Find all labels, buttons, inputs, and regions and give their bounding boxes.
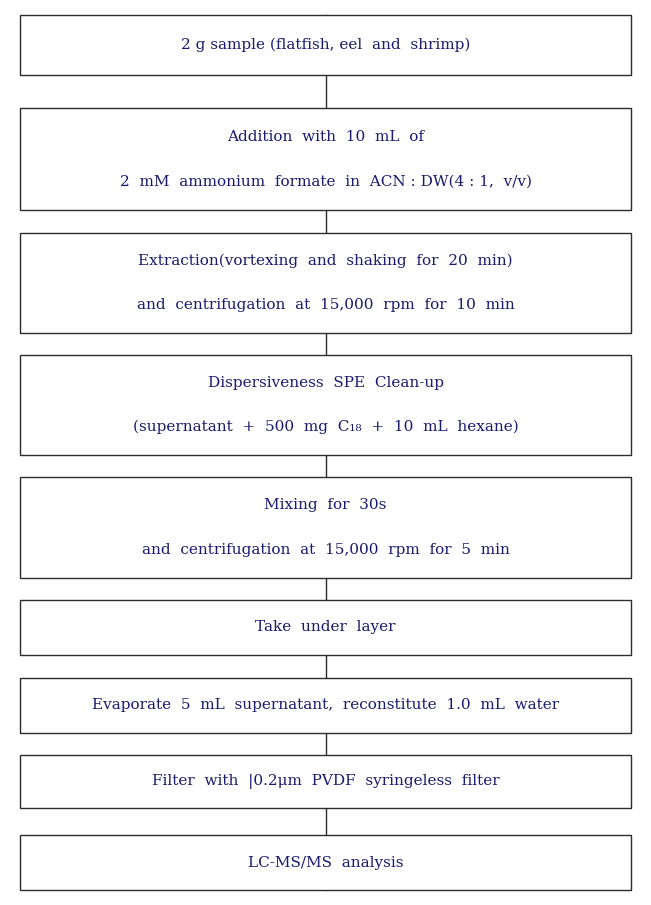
Bar <box>20 477 631 578</box>
Bar <box>20 15 631 75</box>
Text: Take  under  layer: Take under layer <box>255 621 396 634</box>
Text: Evaporate  5  mL  supernatant,  reconstitute  1.0  mL  water: Evaporate 5 mL supernatant, reconstitute… <box>92 699 559 712</box>
Text: Filter  with  |0.2μm  PVDF  syringeless  filter: Filter with |0.2μm PVDF syringeless filt… <box>152 774 499 789</box>
Text: and  centrifugation  at  15,000  rpm  for  10  min: and centrifugation at 15,000 rpm for 10 … <box>137 298 514 312</box>
Text: 2 g sample (flatfish, eel  and  shrimp): 2 g sample (flatfish, eel and shrimp) <box>181 38 470 52</box>
Text: Extraction(vortexing  and  shaking  for  20  min): Extraction(vortexing and shaking for 20 … <box>138 253 513 268</box>
Bar <box>20 108 631 210</box>
Bar <box>20 355 631 455</box>
Text: and  centrifugation  at  15,000  rpm  for  5  min: and centrifugation at 15,000 rpm for 5 m… <box>141 543 510 557</box>
Text: Mixing  for  30s: Mixing for 30s <box>264 499 387 512</box>
Text: LC-MS/MS  analysis: LC-MS/MS analysis <box>248 855 403 870</box>
Bar <box>20 600 631 655</box>
Text: (supernatant  +  500  mg  C₁₈  +  10  mL  hexane): (supernatant + 500 mg C₁₈ + 10 mL hexane… <box>133 420 518 434</box>
Text: Dispersiveness  SPE  Clean-up: Dispersiveness SPE Clean-up <box>208 376 443 390</box>
Bar <box>20 755 631 808</box>
Bar <box>20 233 631 333</box>
Text: Addition  with  10  mL  of: Addition with 10 mL of <box>227 129 424 144</box>
Bar <box>20 678 631 733</box>
Bar <box>20 835 631 890</box>
Text: 2  mM  ammonium  formate  in  ACN : DW(4 : 1,  v/v): 2 mM ammonium formate in ACN : DW(4 : 1,… <box>120 175 531 188</box>
